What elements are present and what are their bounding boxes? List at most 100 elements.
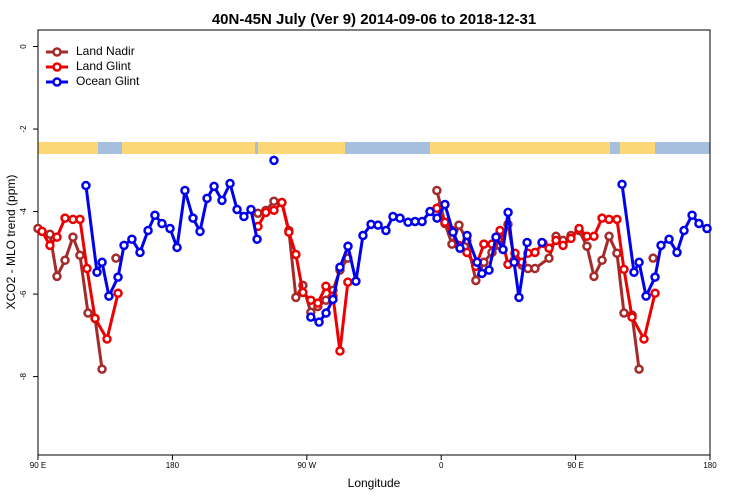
data-point <box>291 292 301 303</box>
data-point <box>491 232 501 242</box>
legend-label: Land Glint <box>76 59 131 73</box>
data-point <box>321 281 331 291</box>
data-point <box>432 185 442 196</box>
data-point <box>172 242 182 253</box>
data-point <box>604 231 614 242</box>
data-point <box>82 263 92 274</box>
data-point <box>425 206 435 217</box>
data-point <box>83 308 93 318</box>
land-ocean-strip <box>38 142 710 154</box>
data-point <box>97 257 107 268</box>
data-point <box>639 334 649 344</box>
data-point <box>454 220 464 230</box>
data-point <box>612 214 622 225</box>
y-tick-label: -4 <box>19 207 28 215</box>
data-point <box>627 312 637 322</box>
land-band <box>38 142 98 154</box>
data-point <box>574 223 584 234</box>
y-tick-label: 0 <box>19 44 28 49</box>
data-point <box>75 214 85 225</box>
data-point <box>498 244 508 255</box>
data-point <box>694 218 704 229</box>
legend-label: Land Nadir <box>76 44 135 58</box>
data-point <box>68 232 78 242</box>
data-point <box>119 240 129 251</box>
x-axis-label: Longitude <box>348 476 401 490</box>
data-point <box>551 235 561 246</box>
data-point <box>313 298 323 308</box>
data-point <box>509 257 519 268</box>
data-point <box>537 237 547 248</box>
legend-marker <box>52 47 62 57</box>
data-point <box>277 197 287 208</box>
data-point <box>558 240 568 251</box>
data-point <box>395 213 405 223</box>
x-tick-label: 180 <box>166 461 180 470</box>
data-point <box>52 232 62 242</box>
chart-title: 40N-45N July (Ver 9) 2014-09-06 to 2018-… <box>212 11 536 28</box>
data-point <box>343 241 353 251</box>
data-point <box>45 240 55 251</box>
data-point <box>60 213 70 223</box>
data-point <box>81 180 91 191</box>
data-point <box>217 195 227 206</box>
data-point <box>566 233 576 244</box>
land-band <box>430 142 610 154</box>
data-point <box>291 249 301 260</box>
data-point <box>335 262 345 273</box>
data-point <box>612 248 622 258</box>
data-point <box>484 265 494 275</box>
data-point <box>656 240 666 251</box>
y-tick-label: -6 <box>19 290 28 298</box>
legend-marker <box>52 62 62 72</box>
data-point <box>664 234 674 244</box>
data-point <box>650 272 660 282</box>
y-tick-label: -2 <box>19 125 28 133</box>
data-point <box>634 257 644 268</box>
data-point <box>351 276 361 287</box>
data-point <box>92 267 102 277</box>
data-point <box>314 317 324 327</box>
data-point <box>381 225 391 236</box>
data-point <box>472 257 482 268</box>
data-point <box>209 181 219 192</box>
data-point <box>75 250 85 261</box>
land-band <box>122 142 255 154</box>
data-point <box>252 234 262 244</box>
data-point <box>514 292 524 303</box>
data-point <box>52 271 62 282</box>
data-point <box>619 308 629 318</box>
data-point <box>102 334 112 344</box>
data-point <box>127 234 137 244</box>
data-point <box>195 226 205 237</box>
data-point <box>111 253 121 263</box>
data-point <box>495 225 505 236</box>
plot-frame <box>37 29 711 456</box>
data-point <box>477 268 487 279</box>
x-tick-label: 90 W <box>297 461 316 470</box>
data-point <box>597 255 607 265</box>
x-tick-label: 90 E <box>567 461 583 470</box>
data-point <box>202 193 212 204</box>
data-point <box>648 253 658 263</box>
land-band <box>258 142 345 154</box>
data-point <box>90 313 100 324</box>
data-point <box>298 287 308 298</box>
data-point <box>60 255 70 265</box>
legend-marker <box>52 77 62 87</box>
data-point <box>269 196 279 206</box>
data-point <box>306 312 316 322</box>
data-point <box>97 364 107 374</box>
data-point <box>225 178 235 189</box>
data-point <box>104 291 114 301</box>
data-point <box>232 204 242 215</box>
data-point <box>321 308 331 318</box>
x-tick-label: 0 <box>439 461 444 470</box>
data-point <box>448 227 458 237</box>
data-point <box>358 230 368 241</box>
data-point <box>471 275 481 286</box>
data-point <box>462 247 472 258</box>
data-point <box>634 364 644 374</box>
data-point <box>143 225 153 236</box>
data-point <box>589 271 599 282</box>
